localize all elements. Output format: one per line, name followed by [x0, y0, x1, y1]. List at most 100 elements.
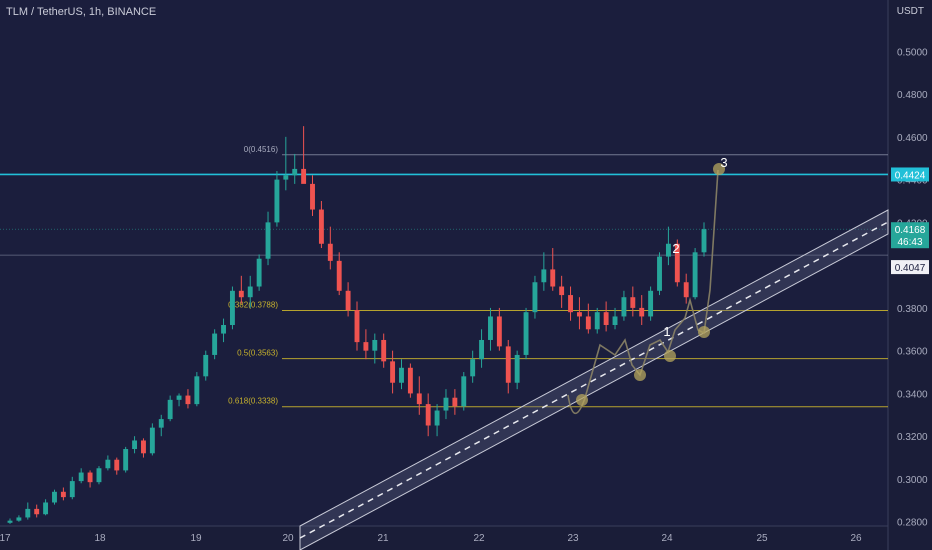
candle[interactable]	[7, 520, 13, 523]
candle[interactable]	[594, 312, 600, 330]
candle[interactable]	[212, 333, 218, 355]
candle[interactable]	[532, 282, 538, 313]
candle[interactable]	[425, 404, 431, 426]
x-tick-label: 18	[94, 533, 106, 544]
candle[interactable]	[310, 183, 315, 210]
wave-label: 1	[663, 324, 670, 339]
candle[interactable]	[523, 312, 529, 355]
touch-marker	[713, 163, 725, 175]
candle[interactable]	[132, 440, 138, 450]
candle[interactable]	[470, 359, 476, 377]
candle[interactable]	[345, 290, 351, 311]
candle[interactable]	[363, 342, 369, 351]
candle[interactable]	[203, 354, 209, 377]
candle[interactable]	[60, 491, 66, 498]
y-tick-label: 0.3400	[897, 389, 928, 400]
candle[interactable]	[283, 175, 289, 180]
candle[interactable]	[576, 312, 582, 317]
candle[interactable]	[452, 397, 458, 407]
candle[interactable]	[657, 256, 662, 291]
y-tick-label: 0.4600	[897, 133, 928, 144]
x-tick-label: 22	[473, 533, 485, 544]
candle[interactable]	[541, 269, 547, 283]
candle[interactable]	[479, 339, 485, 360]
x-tick-label: 21	[377, 533, 389, 544]
candle[interactable]	[665, 243, 671, 257]
candle[interactable]	[639, 307, 645, 317]
candle[interactable]	[550, 269, 556, 287]
wave-label: 3	[720, 155, 727, 170]
candle[interactable]	[247, 286, 253, 298]
x-tick-label: 26	[850, 533, 862, 544]
candle[interactable]	[372, 339, 378, 351]
candle[interactable]	[221, 325, 226, 334]
candle[interactable]	[612, 316, 618, 326]
candle[interactable]	[514, 354, 520, 383]
candle[interactable]	[434, 410, 440, 426]
candle[interactable]	[399, 367, 404, 383]
candle[interactable]	[648, 290, 654, 317]
candle[interactable]	[416, 393, 422, 405]
touch-marker	[634, 369, 646, 381]
candle[interactable]	[43, 502, 49, 515]
candle[interactable]	[96, 468, 102, 483]
candle[interactable]	[238, 290, 244, 298]
candle[interactable]	[381, 339, 387, 362]
candle[interactable]	[692, 252, 698, 298]
candle[interactable]	[194, 376, 200, 405]
candle[interactable]	[674, 243, 680, 283]
x-tick-label: 19	[190, 533, 202, 544]
price-label-box	[891, 234, 929, 249]
candle[interactable]	[114, 459, 120, 471]
candle[interactable]	[327, 243, 333, 261]
candle[interactable]	[141, 440, 146, 454]
touch-marker	[698, 326, 710, 338]
candle[interactable]	[69, 481, 75, 498]
y-tick-label: 0.3000	[897, 475, 928, 486]
plot-area	[0, 0, 888, 526]
candle[interactable]	[123, 449, 129, 471]
candle[interactable]	[16, 517, 22, 521]
candle[interactable]	[336, 260, 342, 291]
candle[interactable]	[568, 295, 573, 313]
candle[interactable]	[559, 286, 565, 296]
candle[interactable]	[621, 297, 627, 317]
candle[interactable]	[229, 290, 235, 326]
candle[interactable]	[318, 209, 324, 244]
candle[interactable]	[301, 168, 307, 184]
fib-level-label: 0.382(0.3788)	[228, 300, 278, 309]
candle[interactable]	[78, 472, 84, 482]
candle[interactable]	[185, 395, 191, 405]
candle[interactable]	[488, 316, 493, 340]
candle[interactable]	[167, 399, 173, 420]
candle[interactable]	[701, 229, 707, 253]
candle[interactable]	[274, 179, 280, 223]
candle[interactable]	[52, 491, 57, 503]
candle[interactable]	[34, 508, 40, 515]
candle[interactable]	[105, 459, 111, 469]
candle[interactable]	[683, 282, 689, 298]
candle[interactable]	[354, 310, 360, 343]
candle[interactable]	[603, 312, 609, 326]
candle[interactable]	[176, 395, 182, 400]
candle[interactable]	[443, 397, 449, 411]
candle[interactable]	[87, 472, 93, 483]
candle[interactable]	[505, 346, 511, 383]
candle[interactable]	[407, 367, 413, 394]
x-tick-label: 17	[0, 533, 11, 544]
candle[interactable]	[390, 361, 396, 383]
candle[interactable]	[265, 222, 271, 259]
candle[interactable]	[461, 376, 467, 407]
candle[interactable]	[25, 508, 31, 518]
candle[interactable]	[630, 297, 636, 308]
candle[interactable]	[585, 316, 591, 330]
y-tick-label: 0.4800	[897, 90, 928, 101]
candle[interactable]	[256, 258, 262, 287]
symbol-title[interactable]: TLM / TetherUS, 1h, BINANCE	[6, 6, 157, 18]
candle[interactable]	[292, 168, 298, 176]
candle[interactable]	[158, 419, 164, 428]
candle[interactable]	[496, 316, 502, 347]
candle[interactable]	[149, 427, 155, 454]
fib-level-label: 0(0.4516)	[244, 145, 279, 154]
